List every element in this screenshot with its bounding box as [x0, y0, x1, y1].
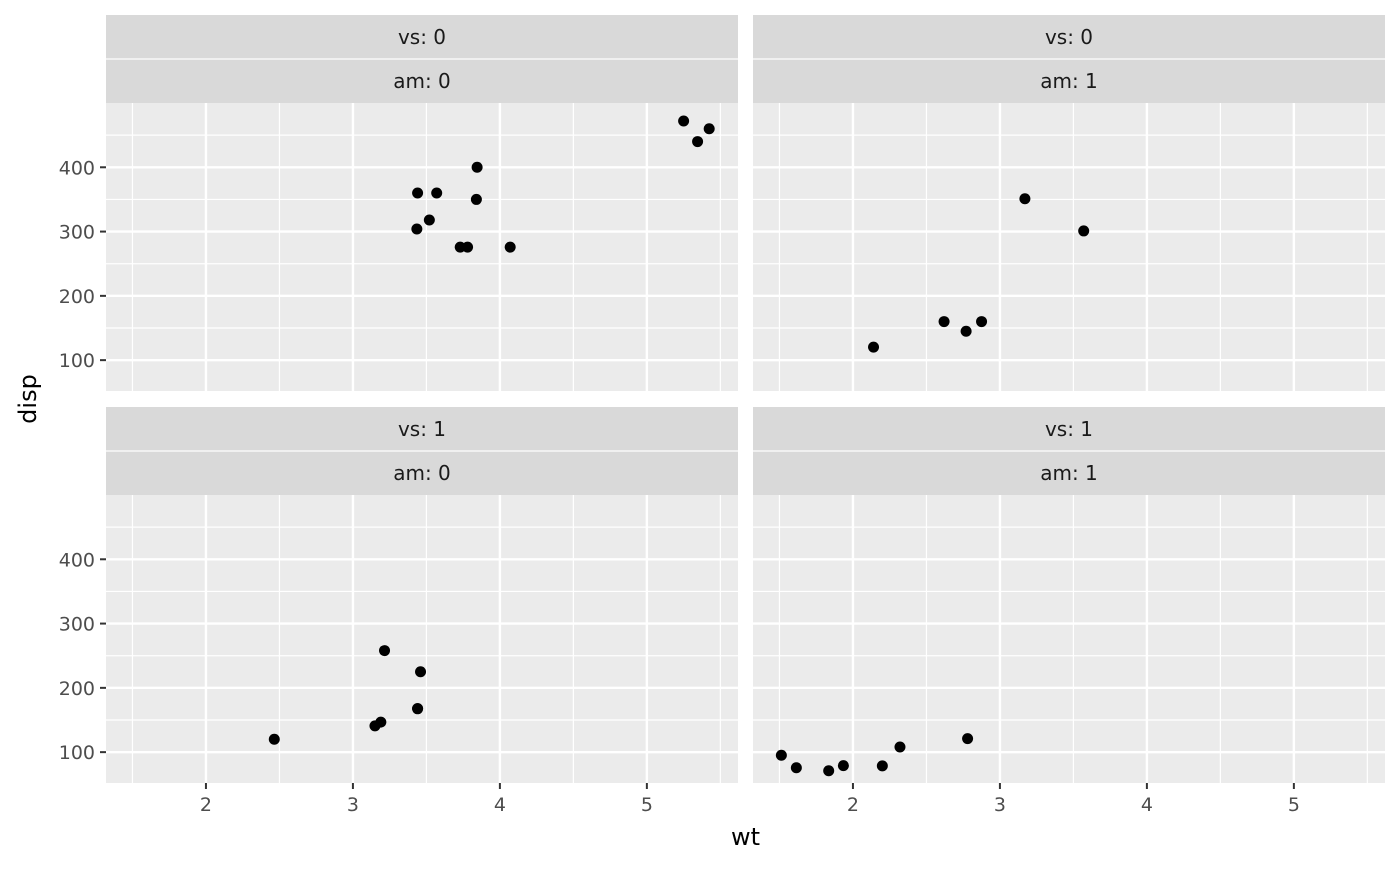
data-point	[703, 123, 715, 135]
facet-strip-label: vs: 0	[1045, 25, 1093, 49]
y-tick-label: 300	[59, 222, 95, 244]
data-point	[379, 645, 391, 657]
y-tick-label: 400	[59, 157, 95, 179]
facet-strip-label: vs: 1	[398, 417, 446, 441]
panel-background	[106, 495, 738, 783]
x-tick-label: 3	[347, 794, 359, 816]
facet-strip-label: am: 0	[393, 461, 451, 485]
y-tick-label: 300	[59, 614, 95, 636]
facet-strip	[106, 59, 738, 103]
x-tick-label: 5	[641, 794, 653, 816]
x-tick-label: 2	[847, 794, 859, 816]
y-tick-label: 200	[59, 678, 95, 700]
data-point	[471, 161, 483, 173]
facet-strip-label: am: 1	[1040, 461, 1098, 485]
panel-background	[106, 103, 738, 391]
data-point	[938, 316, 950, 328]
data-point	[790, 762, 802, 774]
x-tick-label: 5	[1288, 794, 1300, 816]
x-axis-title: wt	[731, 823, 760, 851]
facet-strip-label: am: 0	[393, 69, 451, 93]
facet-strip-label: am: 1	[1040, 69, 1098, 93]
data-point	[470, 193, 482, 205]
facet-strip	[106, 15, 738, 59]
y-tick-label: 400	[59, 549, 95, 571]
data-point	[692, 136, 704, 148]
data-point	[412, 187, 424, 199]
data-point	[678, 115, 690, 127]
data-point	[868, 341, 880, 353]
x-tick-label: 2	[200, 794, 212, 816]
data-point	[369, 720, 381, 732]
y-axis-title: disp	[14, 374, 42, 424]
data-point	[504, 241, 516, 253]
data-point	[412, 703, 424, 715]
x-tick-label: 4	[1141, 794, 1153, 816]
y-tick-label: 100	[59, 742, 95, 764]
y-tick-label: 100	[59, 350, 95, 372]
facet-strip	[753, 407, 1385, 451]
data-point	[962, 733, 974, 745]
panel-background	[753, 495, 1385, 783]
data-point	[960, 325, 972, 337]
facet-strip	[106, 407, 738, 451]
data-point	[837, 760, 849, 772]
data-point	[775, 749, 787, 761]
facet-strip	[753, 15, 1385, 59]
data-point	[431, 187, 443, 199]
panel-background	[753, 103, 1385, 391]
x-tick-label: 4	[494, 794, 506, 816]
y-tick-label: 200	[59, 286, 95, 308]
facet-strip	[753, 451, 1385, 495]
data-point	[894, 741, 906, 753]
data-point	[415, 666, 427, 678]
facet-strip-label: vs: 0	[398, 25, 446, 49]
data-point	[423, 214, 435, 226]
x-tick-label: 3	[994, 794, 1006, 816]
data-point	[1078, 225, 1090, 237]
data-point	[268, 733, 280, 745]
data-point	[1019, 193, 1031, 205]
data-point	[462, 241, 474, 253]
facet-strip	[753, 59, 1385, 103]
data-point	[823, 765, 835, 777]
data-point	[876, 760, 888, 772]
facet-strip-label: vs: 1	[1045, 417, 1093, 441]
data-point	[976, 316, 988, 328]
data-point	[411, 223, 423, 235]
facet-strip	[106, 451, 738, 495]
